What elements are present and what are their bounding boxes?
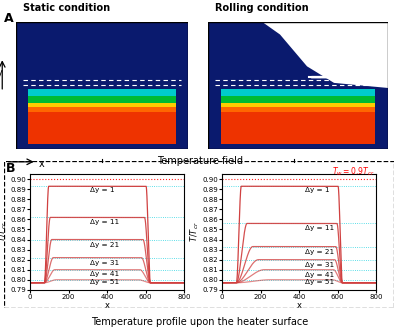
Bar (221, 111, 375, 144)
Text: Δy = 21: Δy = 21 (90, 242, 119, 248)
Text: Δy = 1: Δy = 1 (90, 187, 114, 193)
Text: Δy = 51: Δy = 51 (305, 279, 334, 285)
Text: Temperature profile upon the heater surface: Temperature profile upon the heater surf… (91, 317, 309, 327)
Text: y: y (0, 68, 3, 78)
Y-axis label: $T/T_{cr}$: $T/T_{cr}$ (188, 221, 201, 243)
Bar (221, 89, 375, 95)
Text: A: A (4, 12, 14, 25)
Text: Δy = 51: Δy = 51 (90, 279, 119, 285)
Text: B: B (6, 162, 16, 176)
Polygon shape (262, 22, 388, 88)
Text: Δy = 31: Δy = 31 (305, 262, 334, 268)
Text: Δy = 31: Δy = 31 (90, 260, 119, 266)
Bar (221, 106, 375, 112)
Y-axis label: $T/T_{cr}$: $T/T_{cr}$ (0, 221, 9, 243)
X-axis label: x: x (296, 301, 302, 310)
Bar (28, 94, 176, 103)
Text: Static condition: Static condition (23, 3, 110, 13)
Text: $T_w=0.9T_{cr}$: $T_w=0.9T_{cr}$ (332, 165, 375, 178)
Bar (28, 102, 176, 107)
Bar (221, 94, 375, 103)
Text: Δy = 21: Δy = 21 (305, 249, 334, 255)
Text: x: x (38, 159, 44, 170)
Text: Temperature field: Temperature field (157, 156, 243, 166)
Text: Rolling condition: Rolling condition (215, 3, 309, 13)
Text: Δy = 11: Δy = 11 (90, 219, 119, 225)
Text: Δy = 41: Δy = 41 (305, 272, 334, 278)
X-axis label: x: x (104, 301, 110, 310)
Bar (28, 89, 176, 95)
Bar (221, 102, 375, 107)
Text: Δy = 1: Δy = 1 (305, 187, 329, 193)
Bar (28, 106, 176, 112)
Text: flow: flow (320, 58, 343, 68)
Text: Δy = 11: Δy = 11 (305, 225, 334, 231)
Bar (28, 111, 176, 144)
Text: Δy = 41: Δy = 41 (90, 271, 119, 277)
